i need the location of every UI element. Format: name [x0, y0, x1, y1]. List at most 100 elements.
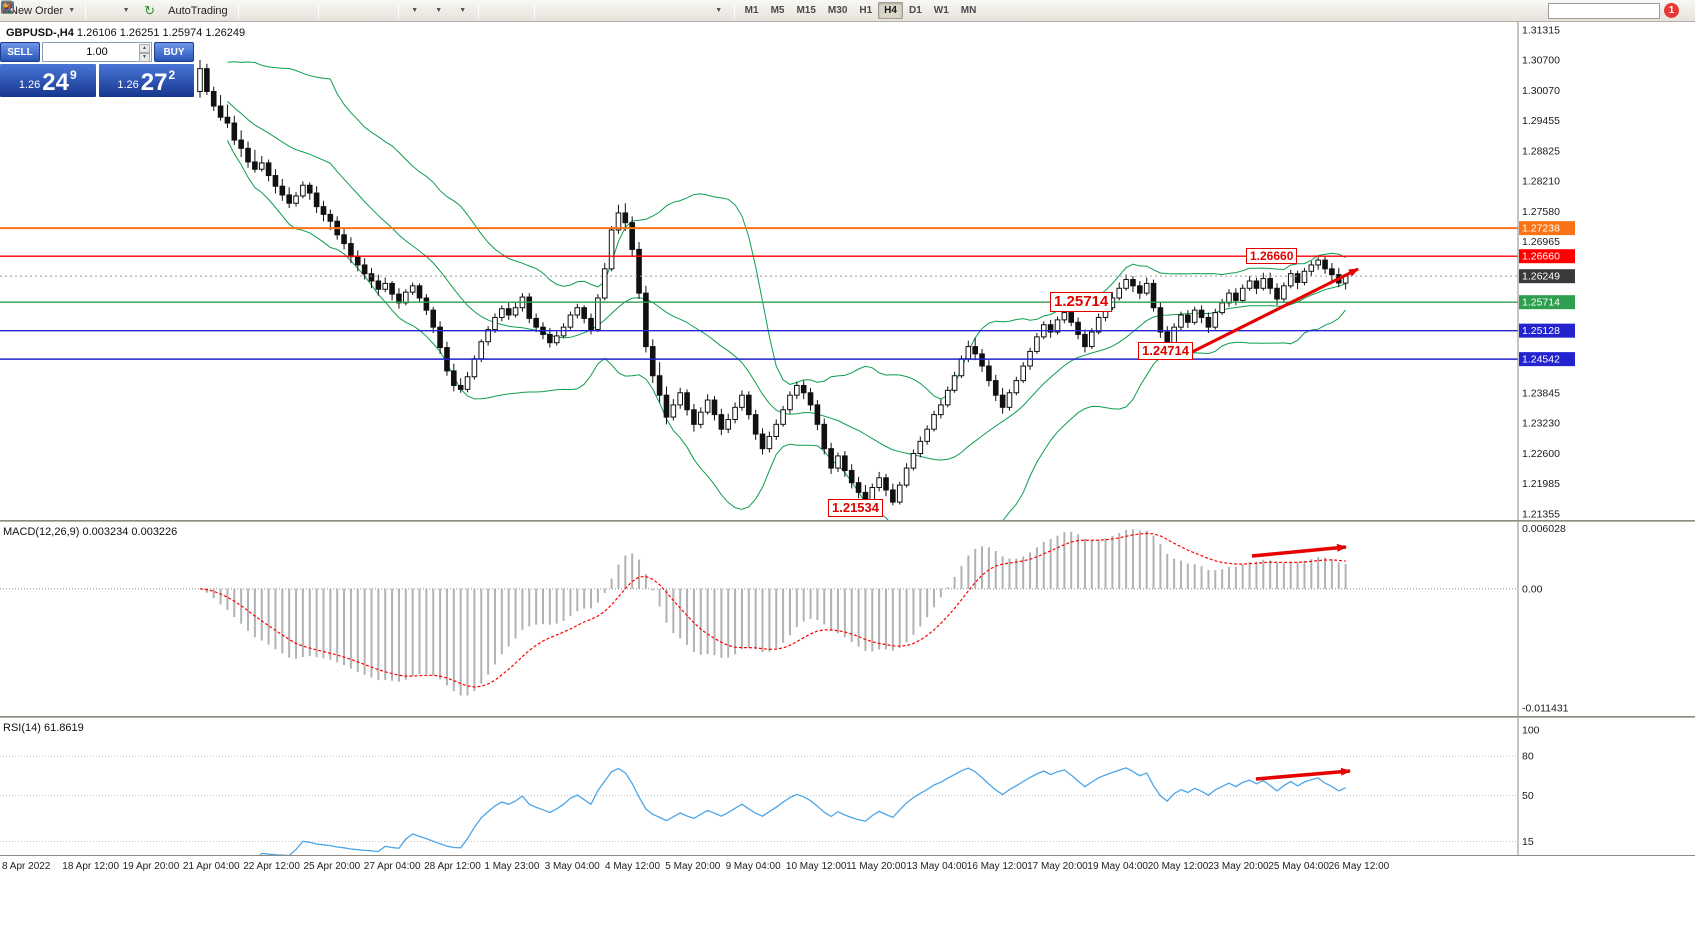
bid-price-prefix: 1.26: [18, 79, 41, 91]
time-axis-label: 25 Apr 20:00: [303, 861, 361, 872]
time-axis-label: 11 May 20:00: [846, 861, 907, 872]
svg-text:50: 50: [1522, 790, 1534, 802]
svg-text:1.25128: 1.25128: [1522, 325, 1560, 337]
timeframe-m1-button[interactable]: M1: [744, 5, 759, 16]
zoom-out-button[interactable]: [1, 1, 370, 20]
time-axis[interactable]: 8 Apr 2022 18 Apr 12:00 19 Apr 20:00 21 Apr…: [0, 855, 1695, 877]
volume-down-icon[interactable]: ▼: [139, 53, 150, 62]
chevron-down-icon: ▼: [68, 7, 76, 14]
trendline-button[interactable]: [1, 1, 610, 20]
macd-pane[interactable]: 0.006028 0.00 -0.011431 MACD(12,26,9) 0.00…: [0, 522, 1695, 716]
volume-value[interactable]: 1.00: [86, 46, 108, 58]
svg-text:1.21355: 1.21355: [1522, 509, 1560, 521]
cursor-button[interactable]: [4, 1, 506, 20]
svg-text:80: 80: [1522, 751, 1534, 763]
timeframe-d1-button[interactable]: D1: [908, 5, 922, 16]
price-chart-pane[interactable]: 1.31315 1.30700 1.30070 1.29455 1.28825 1.282…: [0, 22, 1695, 520]
time-axis-label: 3 May 04:00: [544, 861, 600, 872]
time-axis-label: 5 May 20:00: [665, 861, 721, 872]
time-axis-label: 13 May 04:00: [906, 861, 968, 872]
channel-button[interactable]: [1, 1, 634, 20]
bar-chart-button[interactable]: [2, 1, 266, 20]
time-axis-label: 8 Apr 2022: [2, 861, 51, 872]
time-axis-label: 9 May 04:00: [725, 861, 781, 872]
price-chart-canvas[interactable]: 1.31315 1.30700 1.30070 1.29455 1.28825 1.282…: [0, 22, 1695, 520]
chart-title: GBPUSD-,H4 1.26106 1.26251 1.25974 1.262…: [6, 27, 245, 39]
rsi-pane[interactable]: 100 80 50 15 RSI(14) 61.8619: [0, 718, 1695, 855]
toolbar-separator: [733, 2, 735, 19]
zoom-in-button[interactable]: [1, 1, 346, 20]
profiles-button[interactable]: ▼: [1, 1, 137, 20]
templates-button[interactable]: ▼: [1, 1, 474, 20]
timeframe-h4-button[interactable]: H4: [878, 2, 903, 19]
time-axis-label: 21 Apr 04:00: [182, 861, 240, 872]
vertical-line-button[interactable]: [6, 1, 562, 20]
autotrading-button[interactable]: AutoTrading: [0, 1, 234, 20]
volume-field[interactable]: 1.00 ▲ ▼: [42, 42, 152, 62]
price-annotation-label[interactable]: 1.25714: [1050, 292, 1113, 312]
toolbar-separator: [397, 2, 399, 19]
macd-canvas[interactable]: 0.006028 0.00 -0.011431: [0, 522, 1695, 716]
refresh-button[interactable]: ↻: [138, 1, 161, 20]
time-axis-label: 26 May 12:00: [1328, 861, 1390, 872]
toolbar-separator: [85, 2, 87, 19]
svg-text:0.006028: 0.006028: [1522, 523, 1566, 535]
timeframe-h1-button[interactable]: H1: [859, 5, 873, 16]
svg-text:1.26249: 1.26249: [1522, 271, 1560, 283]
line-chart-button[interactable]: [1, 1, 314, 20]
timeframe-mn-button[interactable]: MN: [960, 5, 977, 16]
price-annotation-label[interactable]: 1.24714: [1138, 342, 1193, 360]
bid-price-big: 24: [42, 69, 69, 97]
pane-splitter[interactable]: [0, 716, 1695, 718]
search-icon: [1, 1, 13, 13]
new-chart-button[interactable]: [1, 1, 113, 20]
candlestick-chart-button[interactable]: [2, 1, 290, 20]
toolbar-separator: [533, 2, 535, 19]
time-axis-label: 25 May 04:00: [1268, 861, 1329, 872]
ask-price-big: 27: [140, 69, 168, 97]
svg-text:1.28825: 1.28825: [1522, 146, 1560, 158]
toolbar-separator: [317, 2, 319, 19]
timeframe-group: M1 M5 M15 M30 H1 H4 D1 W1 MN: [739, 2, 983, 19]
rsi-canvas[interactable]: 100 80 50 15: [0, 718, 1695, 855]
timeframe-m5-button[interactable]: M5: [770, 5, 785, 16]
periods-button[interactable]: ▼: [1, 1, 450, 20]
chevron-down-icon: ▼: [435, 7, 443, 14]
chart-ohlc-values: 1.26106 1.26251 1.25974 1.26249: [76, 27, 246, 39]
timeframe-m30-button[interactable]: M30: [827, 5, 848, 16]
crosshair-button[interactable]: [1, 1, 530, 20]
price-annotation-label[interactable]: 1.26660: [1246, 248, 1298, 265]
svg-text:1.30700: 1.30700: [1522, 54, 1560, 66]
text-button[interactable]: A: [4, 1, 682, 20]
svg-text:1.26965: 1.26965: [1522, 236, 1560, 248]
new-order-button[interactable]: New Order ▼: [1, 0, 81, 20]
tile-windows-button[interactable]: [1, 1, 394, 20]
bid-price-box[interactable]: 1.26 24 9: [0, 64, 96, 97]
svg-text:1.30070: 1.30070: [1522, 85, 1560, 97]
horizontal-line-button[interactable]: [1, 1, 586, 20]
text-icon: A: [4, 2, 12, 14]
volume-up-icon[interactable]: ▲: [139, 44, 150, 53]
ask-price-prefix: 1.26: [117, 79, 139, 91]
indicators-button[interactable]: ▼: [1, 1, 426, 20]
sell-button[interactable]: SELL: [0, 42, 40, 62]
svg-text:1.29455: 1.29455: [1522, 115, 1560, 127]
svg-text:1.28210: 1.28210: [1522, 175, 1560, 187]
buy-button[interactable]: BUY: [154, 42, 194, 62]
time-axis-label: 1 May 23:00: [484, 861, 540, 872]
timeframe-w1-button[interactable]: W1: [933, 5, 949, 16]
ask-price-box[interactable]: 1.26 27 2: [98, 64, 194, 97]
bottom-filler: [0, 877, 1695, 943]
time-axis-label: 17 May 20:00: [1027, 861, 1088, 872]
svg-text:1.23230: 1.23230: [1522, 417, 1560, 429]
timeframe-m15-button[interactable]: M15: [796, 5, 816, 16]
fibonacci-button[interactable]: [1, 1, 658, 20]
notification-badge[interactable]: 1: [1664, 3, 1679, 18]
svg-text:-0.011431: -0.011431: [1522, 703, 1569, 715]
text-label-button[interactable]: [3, 1, 706, 20]
pane-splitter[interactable]: [0, 520, 1695, 522]
search-input[interactable]: [1548, 2, 1660, 19]
price-annotation-label[interactable]: 1.21534: [828, 499, 883, 517]
arrows-button[interactable]: ▼: [2, 1, 730, 20]
chevron-down-icon: ▼: [411, 7, 419, 14]
